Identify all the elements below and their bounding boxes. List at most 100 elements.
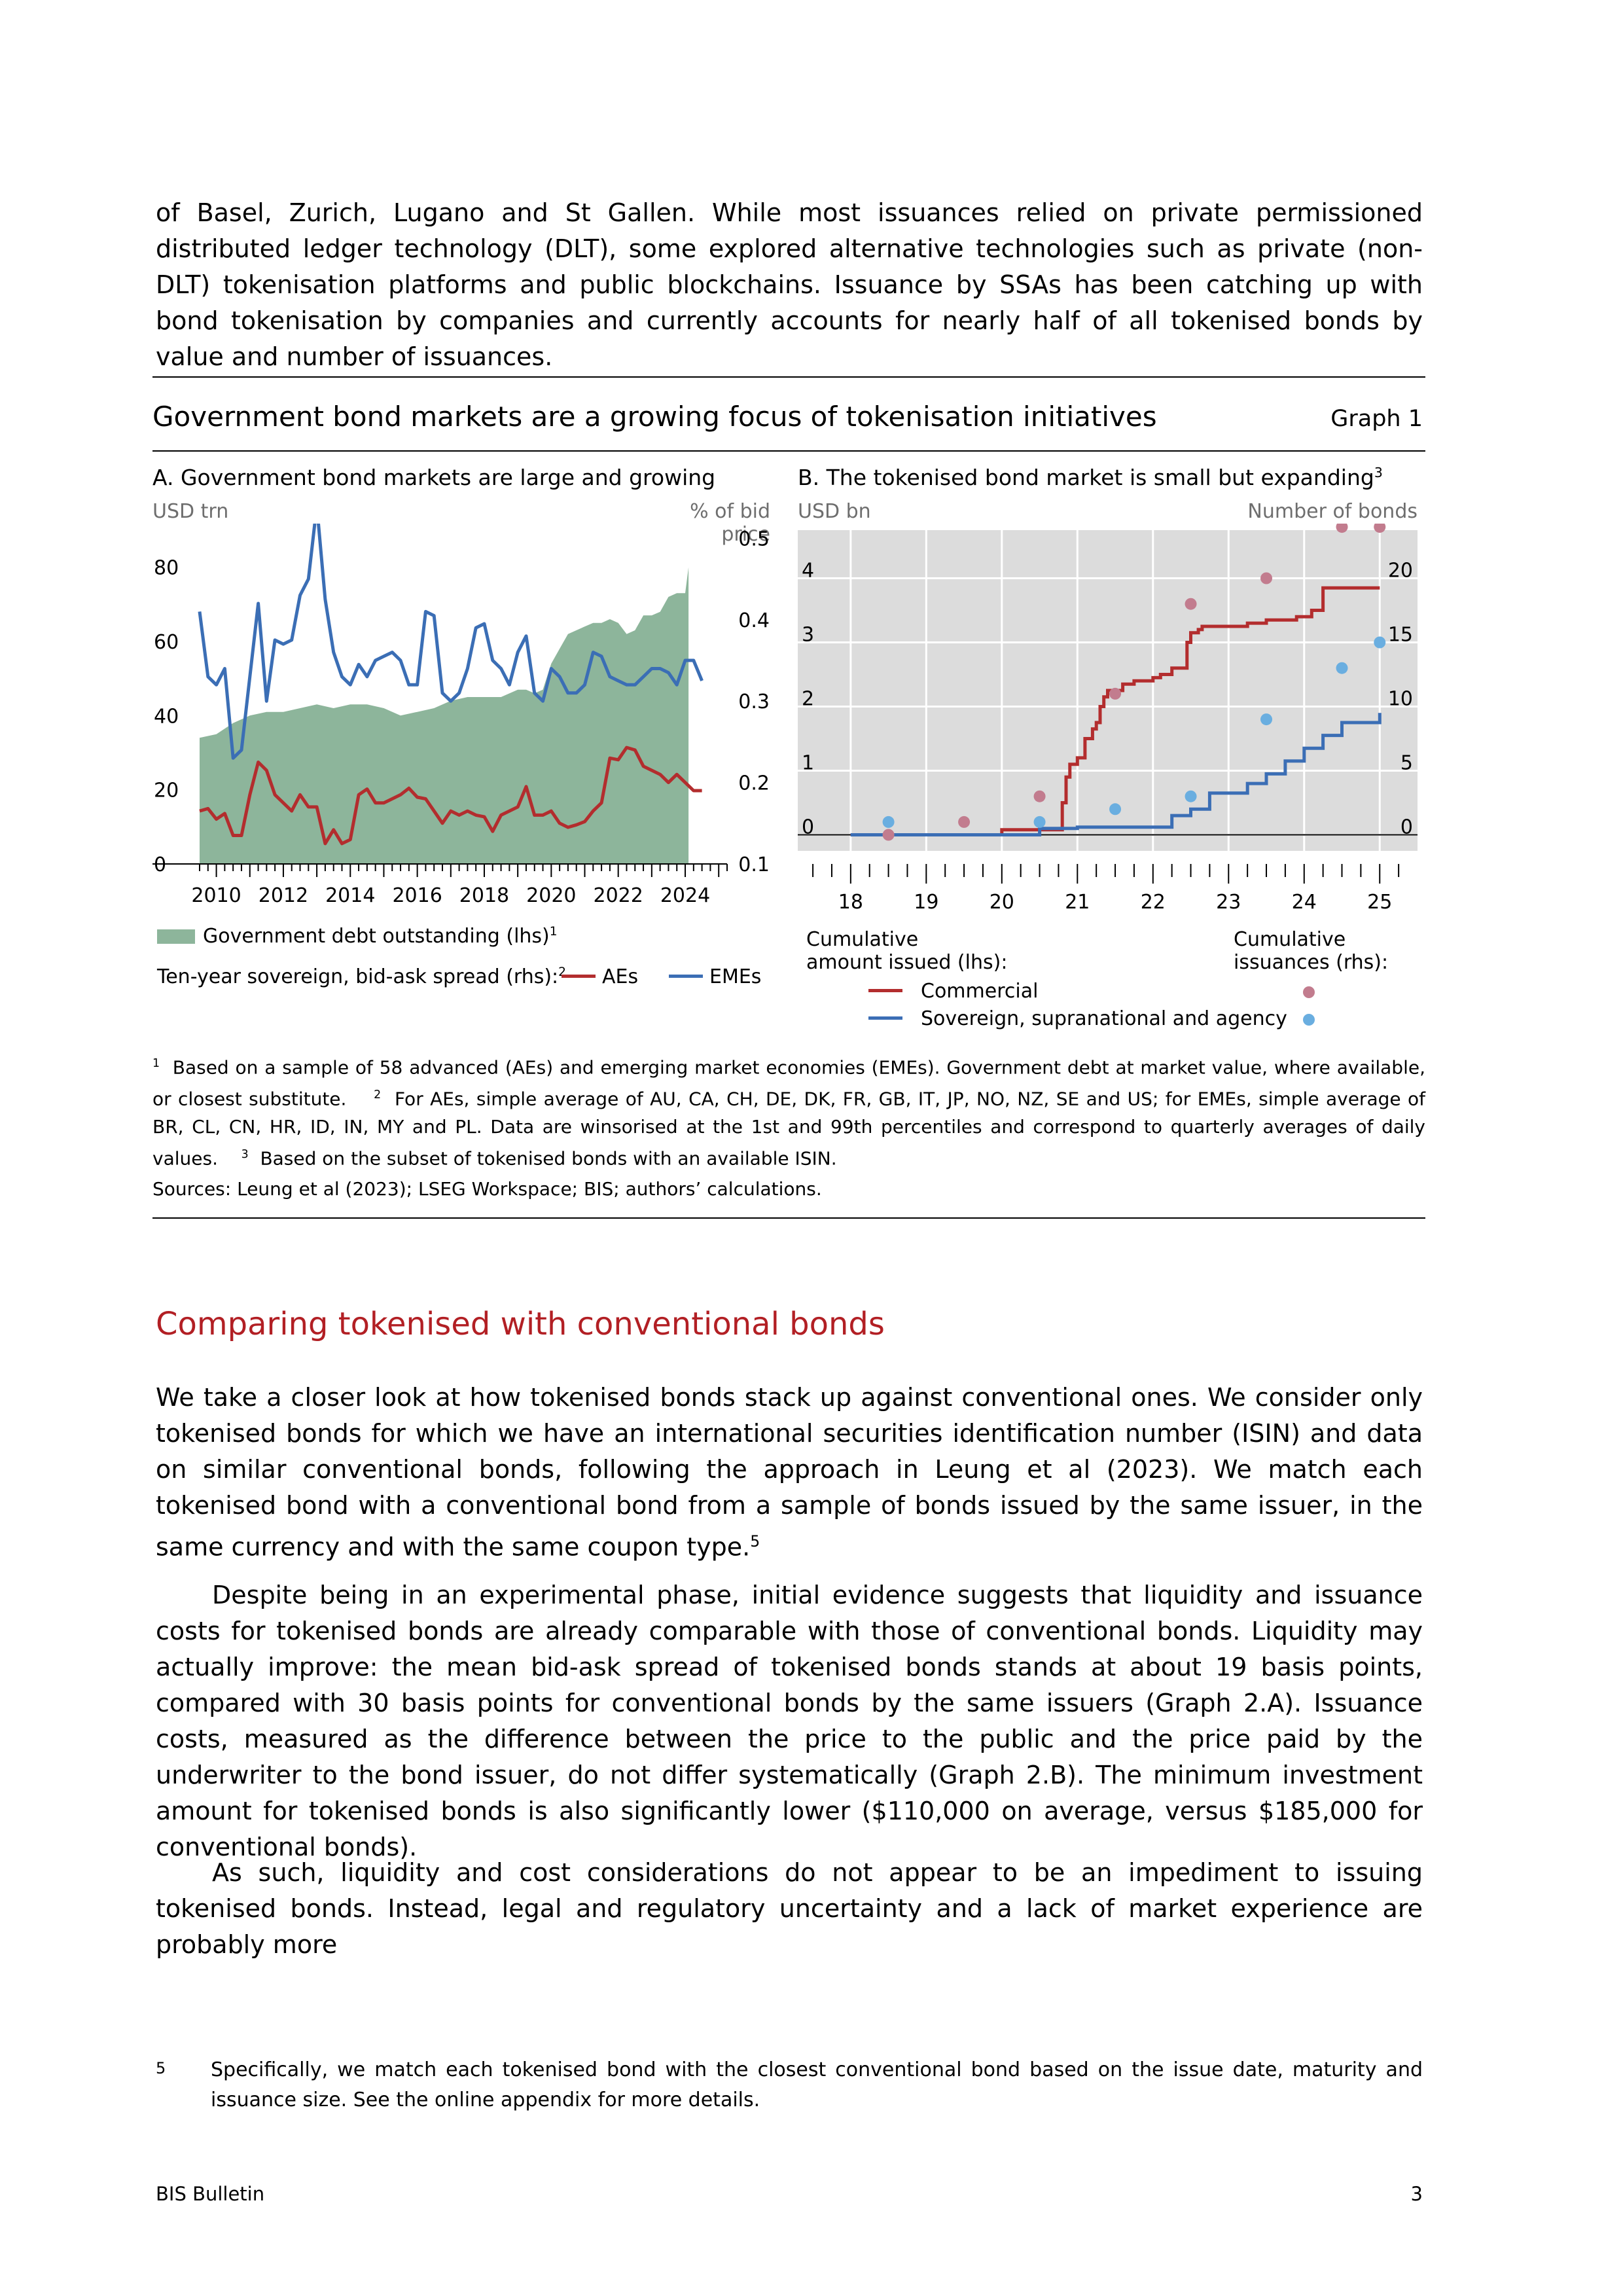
legend-commercial-dot [1303,986,1315,998]
legend-area-swatch [157,929,195,944]
panel-a-y-left-tick-label: 0 [154,853,166,876]
legend-aes-label: AEs [602,965,639,988]
legend-aes-line [562,975,596,978]
legend-lines-note: 2 [558,965,566,979]
government-debt-area [200,567,689,864]
ssa-issuance-dot [1185,790,1197,802]
panel-b-rhs-unit: Number of bonds [1247,500,1418,523]
commercial-issuance-dot [1374,524,1386,533]
legend-area-note: 1 [549,925,558,939]
ssa-issuance-dot [1109,803,1122,816]
panel-b-title-note: 3 [1374,465,1383,480]
panel-b-x-tick-label: 19 [914,891,938,914]
panel-b-x-tick-label: 21 [1065,891,1090,914]
legend-ssa-dot [1303,1014,1315,1026]
footnote-1: Based on a sample of 58 advanced (AEs) a… [152,1056,1425,1110]
intro-paragraph: of Basel, Zurich, Lugano and St Gallen. … [156,198,1423,371]
panel-a-y-left-tick-label: 40 [154,705,179,728]
body-paragraph-1-note: 5 [750,1532,760,1551]
panel-a-y-left-tick-label: 60 [154,631,179,654]
panel-b-legend-dots-heading: Cumulative issuances (rhs): [1234,928,1388,974]
panel-a-legend-emes: EMEs [669,965,761,988]
footnote-3: Based on the subset of tokenised bonds w… [260,1147,837,1169]
legend-dots-head-2: issuances (rhs): [1234,951,1389,974]
body-paragraph-1-text: We take a closer look at how tokenised b… [156,1383,1423,1562]
panel-a-y-left-tick-label: 20 [154,780,179,802]
panel-b-legend-commercial: Commercial [868,980,1038,1003]
section-heading: Comparing tokenised with conventional bo… [156,1306,885,1342]
commercial-issuance-dot [958,816,971,828]
panel-a-y-right-tick-label: 0.3 [738,691,770,713]
panel-b-y-right-tick-label: 10 [1388,688,1413,711]
panel-b-y-right-tick-label: 15 [1388,624,1413,647]
legend-commercial-label: Commercial [921,980,1039,1003]
panel-a-x-tick-label: 2024 [660,884,710,907]
ssa-issuance-dot [1260,713,1273,726]
panel-a-y-right-tick-label: 0.5 [738,528,770,550]
panel-a-x-tick-label: 2018 [459,884,509,907]
panel-b-lhs-unit: USD bn [798,500,871,523]
panel-a-legend-area: Government debt outstanding (lhs)1 [157,925,558,948]
graph-footnotes: 1 Based on a sample of 58 advanced (AEs)… [152,1050,1425,1172]
panel-b-y-right-tick-label: 20 [1388,560,1413,583]
commercial-issuance-dot [1260,572,1273,584]
panel-b-x-tick-label: 22 [1141,891,1166,914]
panel-a-y-right-tick-label: 0.1 [738,853,770,876]
panel-a-lhs-unit: USD trn [152,500,229,523]
panel-b-x-tick-label: 24 [1292,891,1317,914]
legend-lines-head-2: amount issued (lhs): [806,951,1008,974]
panel-a-x-tick-label: 2014 [325,884,375,907]
panel-a-x-tick-label: 2010 [191,884,241,907]
panel-b-y-left-tick-label: 3 [802,624,814,647]
panel-b-x-tick-label: 25 [1367,891,1392,914]
legend-lines-prefix: Ten-year sovereign, bid-ask spread (rhs)… [157,965,559,988]
panel-a-y-right-tick-label: 0.2 [738,772,770,795]
commercial-amount-line [850,586,1380,836]
panel-b-title: B. The tokenised bond market is small bu… [798,465,1383,490]
legend-dots-head-1: Cumulative [1234,928,1346,951]
ssa-amount-line [850,713,1382,836]
panel-a-legend-aes: AEs [562,965,638,988]
graph-sources: Sources: Leung et al (2023); LSEG Worksp… [152,1178,822,1200]
panel-b-y-right-tick-label: 0 [1400,816,1413,839]
ssa-issuance-dot [1033,816,1046,828]
body-paragraph-2: Despite being in an experimental phase, … [156,1581,1423,1861]
page-footnote-mark: 5 [156,2059,166,2077]
legend-emes-line [669,975,703,978]
graph-top-rule [152,376,1425,378]
body-paragraph-3: As such, liquidity and cost consideratio… [156,1858,1423,1959]
panel-b-y-left-tick-label: 4 [802,560,814,583]
panel-a-x-tick-label: 2012 [259,884,308,907]
panel-b-x-tick-label: 23 [1216,891,1241,914]
legend-commercial-line [868,989,902,992]
footnote-1-mark: 1 [152,1057,160,1070]
legend-lines-head-1: Cumulative [806,928,919,951]
panel-b-legend-ssa: Sovereign, supranational and agency [868,1007,1287,1030]
ssa-issuance-dot [1336,662,1348,674]
graph-title-rule [152,450,1425,452]
graph-number: Graph 1 [1330,406,1423,432]
legend-area-label: Government debt outstanding (lhs) [203,925,550,948]
ssa-issuance-dot [1374,636,1386,649]
emes-spread-line [198,524,704,760]
footer-journal: BIS Bulletin [156,2183,265,2205]
footnote-2: For AEs, simple average of AU, CA, CH, D… [152,1088,1425,1169]
panel-a-y-left-tick-label: 80 [154,557,179,580]
panel-b-y-left-tick-label: 1 [802,752,814,775]
footer-page-number: 3 [1410,2183,1423,2205]
commercial-issuance-dot [1336,524,1348,533]
panel-b-title-text: B. The tokenised bond market is small bu… [798,465,1374,490]
panel-b-y-left-tick-label: 0 [802,816,814,839]
footnote-2-mark: 2 [374,1088,382,1102]
commercial-issuance-dot [882,829,895,841]
panel-a-x-tick-label: 2020 [526,884,576,907]
graph-bottom-rule [152,1217,1425,1219]
panel-a-y-right-tick-label: 0.4 [738,609,770,632]
panel-b-y-right-tick-label: 5 [1400,752,1413,775]
panel-a-title: A. Government bond markets are large and… [152,465,716,490]
panel-a-chart: 2010 2012 2014 2016 2018 2020 2022 2024 0 20 40 60 8… [152,524,770,907]
legend-ssa-line [868,1016,902,1020]
commercial-issuance-dot [1033,790,1046,802]
panel-b-x-tick-label: 18 [838,891,863,914]
